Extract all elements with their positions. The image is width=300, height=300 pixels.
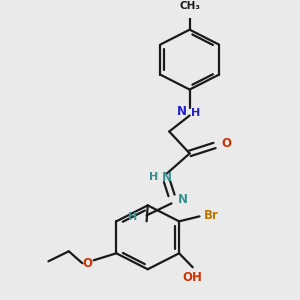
Text: H: H — [149, 172, 158, 182]
Text: OH: OH — [183, 271, 202, 284]
Text: Br: Br — [203, 209, 218, 222]
Text: N: N — [162, 171, 172, 184]
Text: H: H — [191, 107, 200, 118]
Text: H: H — [128, 212, 138, 222]
Text: O: O — [221, 137, 231, 150]
Text: CH₃: CH₃ — [179, 1, 200, 11]
Text: O: O — [82, 257, 92, 270]
Text: N: N — [177, 105, 187, 118]
Text: N: N — [178, 193, 188, 206]
